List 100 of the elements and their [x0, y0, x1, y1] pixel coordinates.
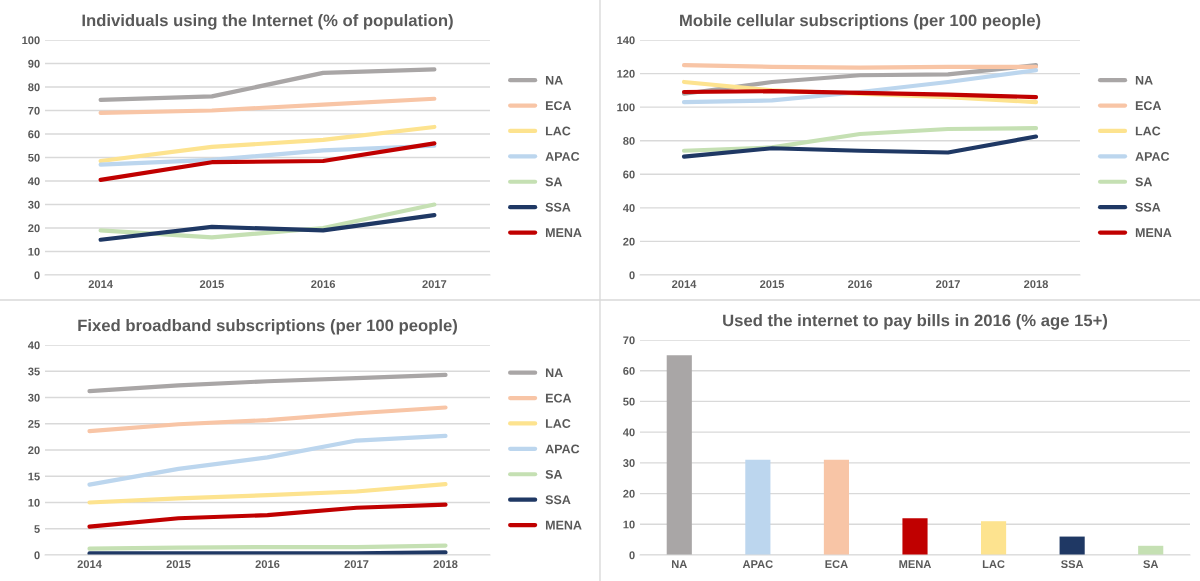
- y-tick-label: 20: [28, 446, 40, 455]
- x-tick-label: LAC: [982, 560, 1005, 569]
- y-tick-label: 30: [623, 459, 635, 468]
- y-tick-label: 15: [28, 472, 40, 481]
- y-tick-label: 120: [617, 69, 635, 78]
- y-tick-label: 10: [623, 520, 635, 529]
- line-series: [87, 502, 448, 529]
- legend-label: ECA: [545, 393, 572, 403]
- bar: [745, 459, 771, 555]
- x-tick-label: SA: [1143, 560, 1159, 569]
- y-tick-label: 100: [22, 36, 40, 45]
- x-tick-label: 2016: [255, 560, 280, 569]
- line-series: [98, 212, 437, 242]
- bar: [666, 355, 692, 555]
- y-tick-label: 50: [623, 397, 635, 406]
- y-tick-label: 30: [28, 393, 40, 402]
- y-tick-label: 100: [617, 103, 635, 112]
- y-tick-label: 60: [623, 366, 635, 375]
- y-tick-label: 140: [617, 36, 635, 45]
- y-tick-label: 20: [623, 237, 635, 246]
- y-tick-label: 10: [28, 247, 40, 256]
- legend-label: LAC: [545, 126, 571, 136]
- legend-label: SSA: [545, 495, 571, 505]
- x-tick-label: SSA: [1061, 560, 1084, 569]
- line-series: [681, 134, 1039, 159]
- bar: [823, 459, 849, 555]
- y-tick-label: 30: [28, 200, 40, 209]
- legend-label: SA: [545, 177, 563, 187]
- y-tick-label: 60: [28, 130, 40, 139]
- legend-label: SA: [545, 469, 563, 479]
- y-tick-label: 10: [28, 498, 40, 507]
- x-tick-label: 2014: [77, 560, 102, 569]
- x-tick-label: 2015: [199, 280, 224, 289]
- bar: [981, 521, 1007, 555]
- bar: [902, 518, 928, 555]
- legend-label: NA: [1135, 75, 1153, 85]
- x-tick-label: APAC: [742, 560, 773, 569]
- x-tick-label: 2015: [166, 560, 191, 569]
- y-tick-label: 35: [28, 367, 40, 376]
- x-tick-label: 2015: [760, 280, 785, 289]
- line-series: [98, 124, 437, 164]
- y-tick-label: 40: [27, 177, 40, 186]
- legend-label: MENA: [545, 520, 582, 530]
- legend-label: SSA: [545, 202, 571, 212]
- y-tick-label: 70: [623, 336, 635, 345]
- y-tick-label: 0: [34, 271, 40, 280]
- legend-label: NA: [545, 368, 563, 378]
- y-tick-label: 40: [622, 204, 635, 212]
- line-series: [98, 141, 437, 182]
- legend-label: LAC: [545, 419, 571, 428]
- y-tick-label: 20: [28, 224, 40, 233]
- line-series: [681, 68, 1039, 105]
- x-tick-label: 2016: [848, 280, 872, 289]
- legend-label: NA: [545, 75, 563, 85]
- y-tick-label: 40: [27, 341, 40, 350]
- line-series: [87, 482, 448, 505]
- line-series: [87, 372, 448, 394]
- bar: [1059, 536, 1085, 555]
- y-tick-label: 80: [28, 83, 40, 92]
- y-tick-label: 60: [623, 170, 635, 179]
- x-tick-label: 2014: [672, 280, 697, 289]
- chart-title: Used the internet to pay bills in 2016 (% age 15+): [723, 314, 1108, 330]
- legend-label: ECA: [1135, 101, 1162, 111]
- y-tick-label: 80: [623, 136, 635, 145]
- x-tick-label: 2016: [311, 280, 336, 289]
- y-tick-label: 0: [629, 551, 635, 560]
- line-series: [98, 67, 437, 103]
- x-tick-label: NA: [672, 560, 688, 568]
- y-tick-label: 50: [28, 153, 40, 162]
- legend-label: MENA: [1135, 228, 1172, 237]
- line-series: [98, 96, 437, 115]
- x-tick-label: MENA: [899, 560, 932, 568]
- legend-label: LAC: [1135, 126, 1161, 136]
- legend-label: SSA: [1135, 202, 1161, 212]
- y-tick-label: 0: [34, 551, 40, 560]
- y-tick-label: 70: [28, 106, 40, 115]
- legend-label: ECA: [545, 101, 572, 111]
- chart-title: Mobile cellular subscriptions (per 100 people): [680, 14, 1041, 30]
- y-tick-label: 90: [28, 59, 40, 68]
- y-tick-label: 0: [629, 271, 635, 280]
- legend-label: APAC: [545, 152, 580, 161]
- legend-label: MENA: [545, 228, 582, 237]
- y-tick-label: 5: [34, 525, 40, 533]
- x-tick-label: 2014: [88, 280, 113, 289]
- x-tick-label: 2018: [433, 560, 458, 569]
- line-series: [681, 126, 1039, 153]
- legend-label: APAC: [545, 444, 580, 454]
- y-tick-label: 25: [28, 420, 40, 428]
- line-series: [87, 433, 448, 487]
- legend-label: SA: [1135, 177, 1153, 187]
- x-tick-label: 2017: [344, 560, 369, 569]
- x-tick-label: 2017: [936, 280, 960, 289]
- x-tick-label: 2017: [422, 280, 447, 289]
- chart-title: Individuals using the Internet (% of population): [82, 14, 453, 30]
- y-tick-label: 40: [622, 428, 635, 437]
- line-series: [87, 405, 448, 434]
- legend-label: APAC: [1135, 152, 1170, 161]
- chart-title: Fixed broadband subscriptions (per 100 people): [78, 319, 457, 335]
- x-tick-label: ECA: [825, 560, 848, 569]
- y-tick-label: 20: [623, 489, 635, 498]
